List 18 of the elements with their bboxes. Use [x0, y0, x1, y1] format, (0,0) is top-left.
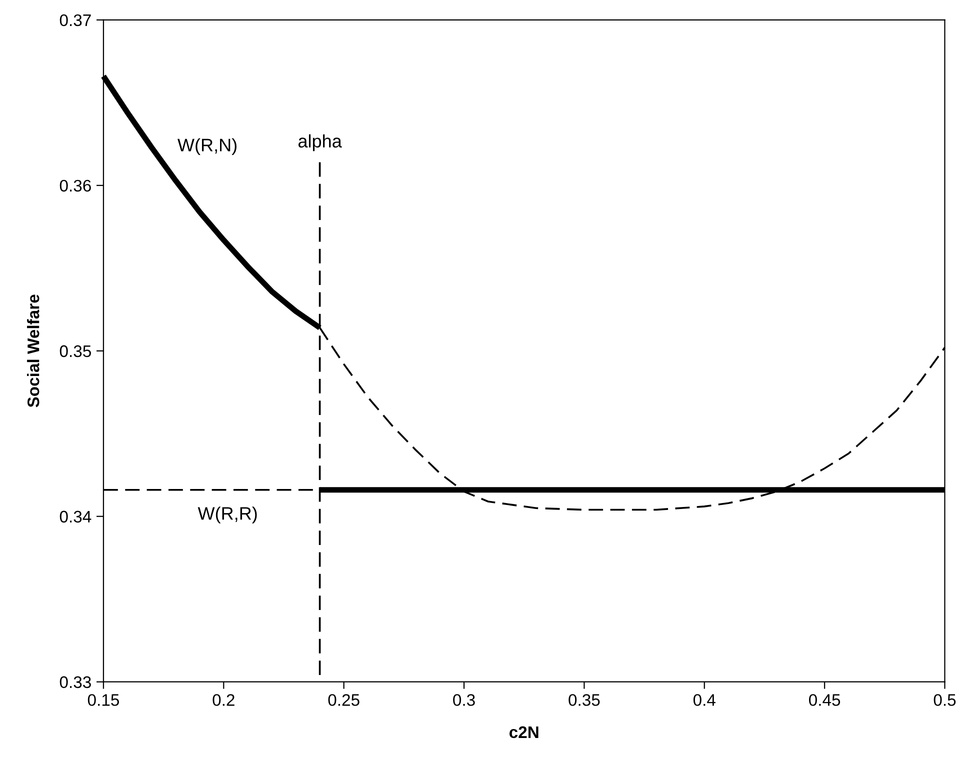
x-tick-label: 0.35 [568, 694, 600, 706]
y-axis-title: Social Welfare [27, 294, 40, 408]
x-tick-label: 0.3 [453, 694, 475, 706]
annotation: alpha [298, 134, 342, 152]
y-tick-label: 0.37 [60, 14, 91, 26]
x-tick-label: 0.45 [809, 694, 840, 706]
annotation: W(R,N) [178, 138, 236, 156]
x-tick-label: 0.2 [212, 694, 234, 706]
y-tick-label: 0.36 [60, 180, 91, 192]
y-tick-label: 0.33 [60, 676, 91, 688]
x-axis-title: c2N [509, 726, 538, 738]
x-tick-label: 0.15 [88, 694, 119, 706]
x-tick-label: 0.4 [693, 694, 716, 706]
y-tick-label: 0.35 [60, 345, 91, 358]
x-tick-label: 0.5 [934, 694, 956, 706]
x-tick-label: 0.25 [328, 694, 360, 706]
y-tick-label: 0.34 [60, 510, 92, 523]
annotation: W(R,R) [198, 506, 257, 524]
